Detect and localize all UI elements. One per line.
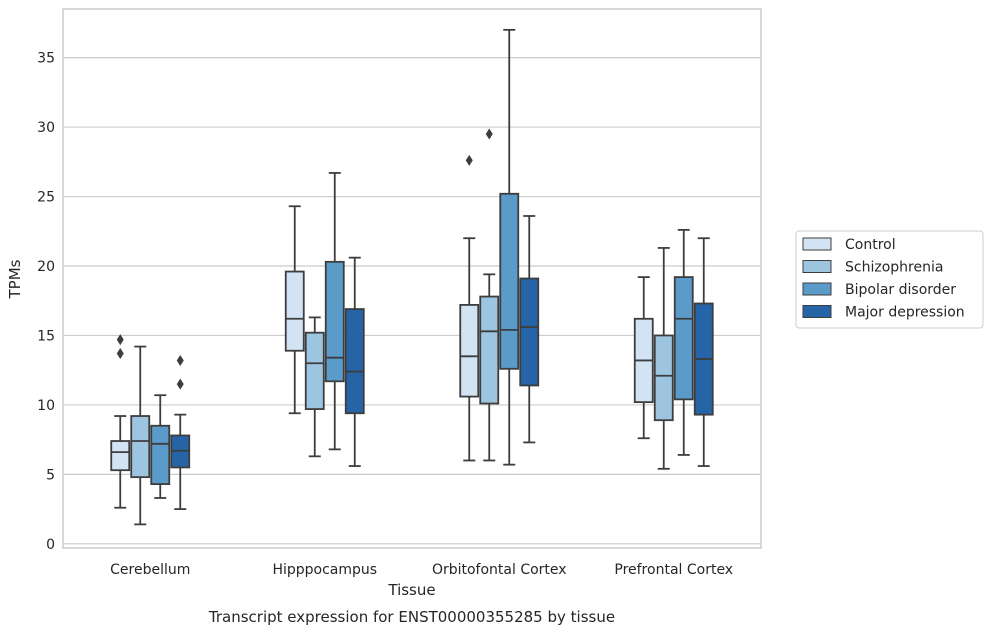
box-bipolar-disorder xyxy=(150,394,171,499)
legend-swatch xyxy=(802,305,832,318)
box-bipolar-disorder xyxy=(324,172,345,451)
box-schizophrenia xyxy=(304,316,325,458)
outlier-point xyxy=(485,128,493,140)
y-tick-label: 20 xyxy=(37,259,55,275)
box-body xyxy=(459,303,480,398)
y-gridlines xyxy=(63,57,761,545)
legend-frame xyxy=(795,230,984,329)
box-control xyxy=(633,276,654,440)
y-tick-label: 0 xyxy=(46,537,55,553)
box-control xyxy=(459,154,480,462)
box-body xyxy=(673,276,694,401)
box-bipolar-disorder xyxy=(673,228,694,456)
box-schizophrenia xyxy=(653,247,674,470)
plot-area-frame xyxy=(62,8,762,549)
box-major-depression xyxy=(170,354,191,511)
legend-label: Control xyxy=(845,237,896,253)
box-body xyxy=(324,260,345,383)
box-body xyxy=(150,424,171,485)
x-tick-label: Orbitofontal Cortex xyxy=(432,562,567,578)
box-bipolar-disorder xyxy=(499,28,520,466)
box-body xyxy=(110,440,131,472)
legend-label: Bipolar disorder xyxy=(845,282,956,298)
y-tick-label: 15 xyxy=(37,328,55,344)
box-series-layer xyxy=(110,28,714,526)
y-tick-label: 5 xyxy=(46,467,55,483)
legend-swatch xyxy=(802,237,832,251)
box-major-depression xyxy=(344,256,365,467)
y-tick-label: 25 xyxy=(37,190,55,206)
chart-caption: Transcript expression for ENST0000035528… xyxy=(208,608,615,626)
legend-label: Schizophrenia xyxy=(845,260,943,276)
box-major-depression xyxy=(693,237,714,467)
legend-swatch xyxy=(802,282,832,296)
box-major-depression xyxy=(519,215,540,444)
y-tick-label: 10 xyxy=(37,398,55,414)
x-tick-label: Cerebellum xyxy=(110,562,190,578)
box-body xyxy=(130,415,151,479)
box-schizophrenia xyxy=(479,128,500,462)
y-axis-title: TPMs xyxy=(6,259,24,299)
box-control xyxy=(284,205,305,415)
y-tick-labels: 0 5 10 15 20 25 30 35 xyxy=(37,51,55,553)
outlier-point xyxy=(465,154,473,166)
box-body xyxy=(499,192,520,370)
box-body xyxy=(284,270,305,352)
x-tick-labels: Cerebellum Hipppocampus Orbitofontal Corte… xyxy=(110,562,733,578)
box-body xyxy=(653,334,674,422)
outlier-point xyxy=(176,354,184,366)
x-tick-label: Hipppocampus xyxy=(272,562,377,578)
box-schizophrenia xyxy=(130,345,151,526)
outlier-point xyxy=(116,334,124,346)
x-axis-title: Tissue xyxy=(387,581,435,599)
y-tick-label: 35 xyxy=(37,51,55,67)
outlier-point xyxy=(176,378,184,390)
box-body xyxy=(519,277,540,387)
box-body xyxy=(479,295,500,405)
box-body xyxy=(304,331,325,410)
legend-swatch xyxy=(802,260,832,273)
box-body xyxy=(344,308,365,415)
legend-label: Major depression xyxy=(845,305,965,321)
outlier-point xyxy=(116,348,124,360)
x-tick-label: Prefrontal Cortex xyxy=(614,562,733,578)
legend: Control Schizophrenia Bipolar disorder Majo… xyxy=(795,230,984,329)
box-control xyxy=(110,334,131,509)
y-tick-label: 30 xyxy=(37,120,55,136)
